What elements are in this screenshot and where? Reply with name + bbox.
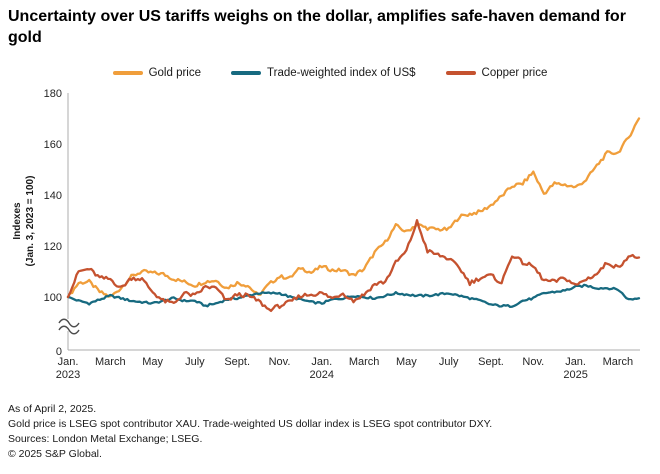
y-tick-label: 140 <box>44 190 62 202</box>
x-tick-label: Nov. <box>269 356 291 368</box>
legend-label-us-dollar-index: Trade-weighted index of US$ <box>267 67 416 79</box>
x-tick-label: Sept. <box>478 356 504 368</box>
x-tick-label: Nov. <box>522 356 544 368</box>
footnote-asof: As of April 2, 2025. <box>8 403 97 415</box>
x-tick-label: Jan. <box>565 356 586 368</box>
footnote-definitions: Gold price is LSEG spot contributor XAU.… <box>8 418 493 430</box>
x-tick-label: May <box>142 356 163 368</box>
y-tick-label: 120 <box>44 241 62 253</box>
footnote-copyright: © 2025 S&P Global. <box>8 448 102 460</box>
chart-title: Uncertainty over US tariffs weighs on th… <box>8 8 626 46</box>
x-tick-year: 2025 <box>563 369 587 381</box>
series-line-copper-price <box>66 219 641 313</box>
legend-label-gold-price: Gold price <box>148 67 202 79</box>
legend-swatch-us-dollar-index <box>231 71 262 75</box>
x-tick-year: 2023 <box>56 369 80 381</box>
series-line-gold-price <box>66 117 641 299</box>
legend-item-us-dollar-index: Trade-weighted index of US$ <box>231 67 416 79</box>
x-tick-label: Jan. <box>311 356 332 368</box>
x-tick-year: 2024 <box>310 369 334 381</box>
x-tick-label: March <box>349 356 380 368</box>
x-tick-label: March <box>603 356 634 368</box>
legend-swatch-gold-price <box>112 71 143 75</box>
legend: Gold price Trade-weighted index of US$ Cop… <box>0 67 660 79</box>
legend-swatch-copper-price <box>445 71 476 75</box>
y-tick-label: 160 <box>44 139 62 151</box>
legend-item-gold-price: Gold price <box>112 67 202 79</box>
legend-item-copper-price: Copper price <box>445 67 548 79</box>
x-tick-label: Sept. <box>224 356 250 368</box>
x-tick-label: Jan. <box>58 356 79 368</box>
x-tick-label: May <box>396 356 417 368</box>
footer: As of April 2, 2025. Gold price is LSEG … <box>8 402 492 462</box>
y-tick-label: 100 <box>44 292 62 304</box>
axis-break-icon <box>58 325 80 335</box>
x-tick-label: July <box>439 356 459 368</box>
y-tick-label: 0 <box>56 346 62 358</box>
axis-break-icon <box>58 318 80 328</box>
y-tick-label: 180 <box>44 88 62 100</box>
footnote-sources: Sources: London Metal Exchange; LSEG. <box>8 433 203 445</box>
legend-label-copper-price: Copper price <box>481 67 548 79</box>
x-tick-label: July <box>185 356 205 368</box>
series-line-us-dollar-index <box>66 283 641 308</box>
x-tick-label: March <box>95 356 126 368</box>
